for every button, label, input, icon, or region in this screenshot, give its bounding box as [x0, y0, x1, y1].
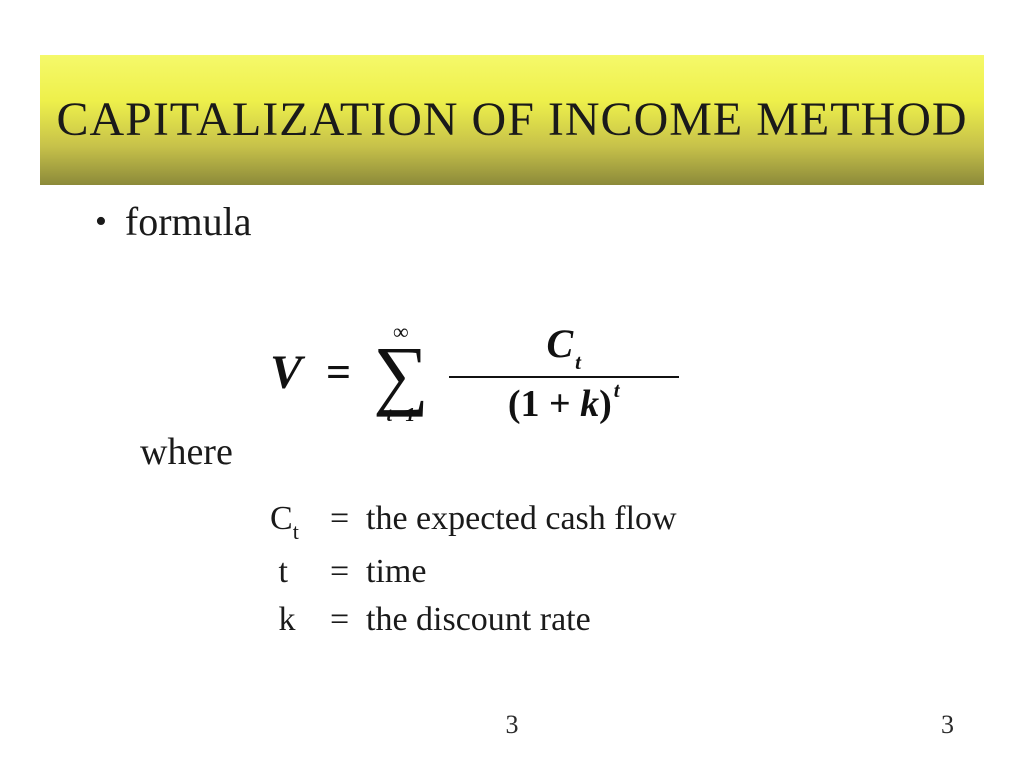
formula-lhs: V — [270, 345, 302, 400]
slide-title: CAPITALIZATION OF INCOME METHOD — [56, 91, 967, 149]
fraction-denominator: (1 + k)t — [498, 378, 630, 426]
formula: V = ∞ ∑ t=1 Ct (1 + k)t — [270, 320, 679, 426]
equals-sign: = — [326, 347, 351, 398]
page-number-center: 3 — [0, 710, 1024, 740]
bullet-row: • formula — [95, 198, 252, 245]
page-number-right: 3 — [941, 710, 954, 740]
definition-text: the discount rate — [366, 601, 591, 639]
equals-sign: = — [330, 500, 366, 538]
sigma-icon: ∑ — [373, 341, 429, 407]
definition-row: t = time — [270, 553, 677, 591]
fraction-numerator: Ct — [536, 320, 591, 376]
bullet-label: formula — [125, 198, 252, 245]
definition-symbol: Ct — [270, 500, 330, 543]
where-label: where — [140, 430, 233, 474]
definitions-list: Ct = the expected cash flow t = time k =… — [270, 500, 677, 649]
definition-text: time — [366, 553, 426, 591]
sigma-block: ∞ ∑ t=1 — [373, 321, 429, 425]
equals-sign: = — [330, 601, 366, 639]
definition-symbol: k — [270, 601, 330, 639]
fraction: Ct (1 + k)t — [449, 320, 679, 426]
title-bar: CAPITALIZATION OF INCOME METHOD — [40, 55, 984, 185]
definition-text: the expected cash flow — [366, 500, 677, 538]
definition-row: Ct = the expected cash flow — [270, 500, 677, 543]
definition-symbol: t — [270, 553, 330, 591]
slide: CAPITALIZATION OF INCOME METHOD • formul… — [0, 0, 1024, 768]
equals-sign: = — [330, 553, 366, 591]
definition-row: k = the discount rate — [270, 601, 677, 639]
bullet-icon: • — [95, 205, 107, 239]
